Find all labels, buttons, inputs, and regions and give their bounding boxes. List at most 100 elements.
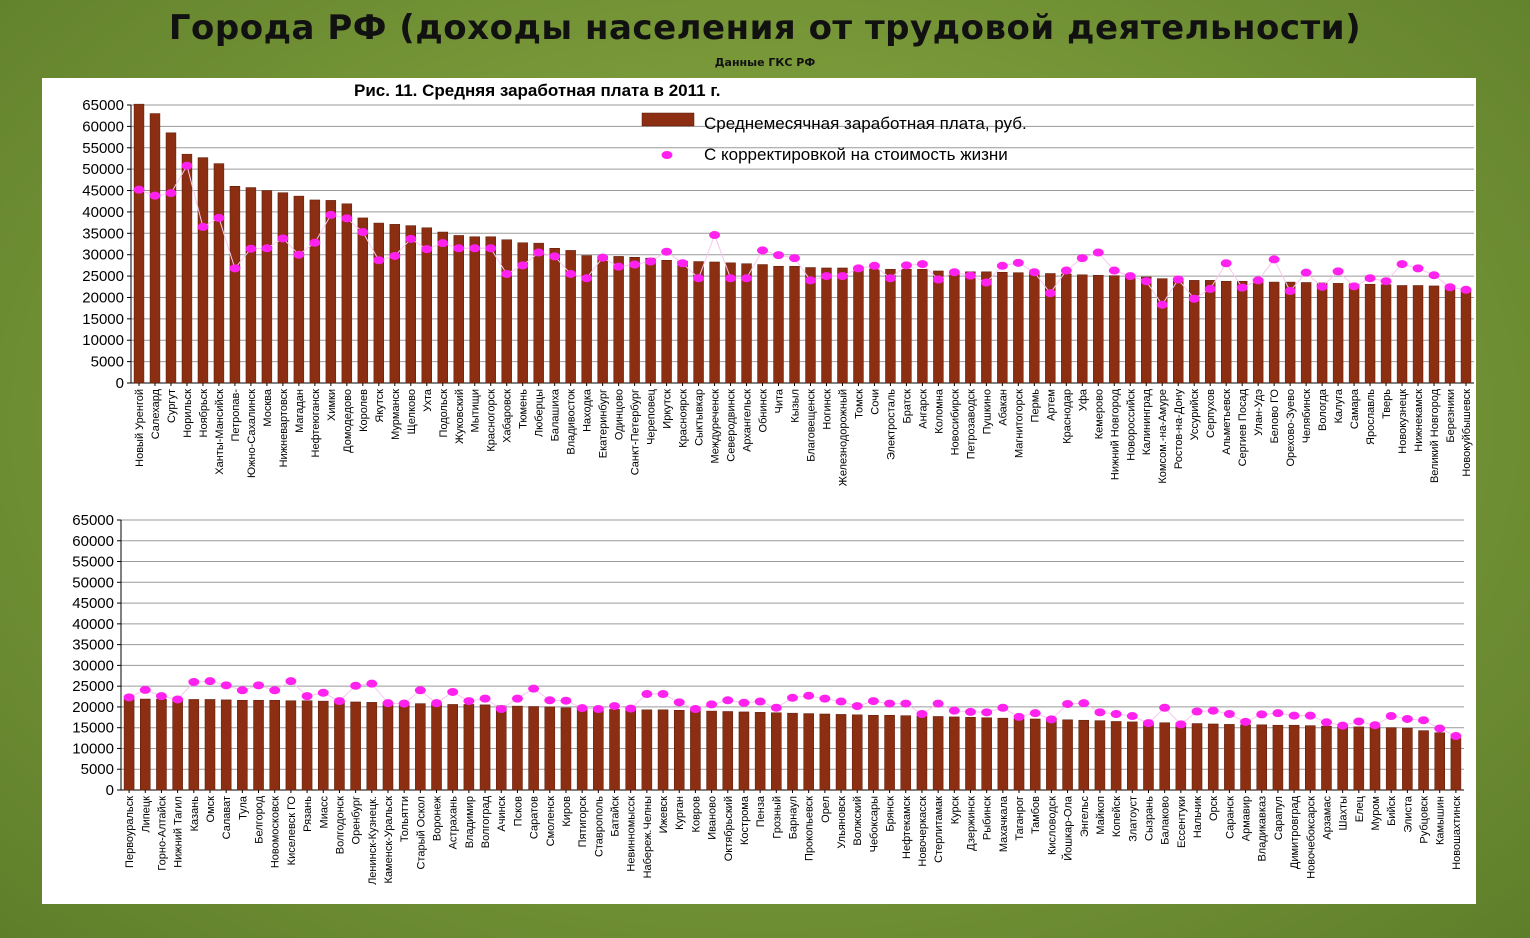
bar xyxy=(1220,280,1232,384)
bar xyxy=(900,715,912,791)
x-tick-label: Петропав- xyxy=(230,389,242,442)
legend-label: С корректировкой на стоимость жизни xyxy=(704,145,1008,164)
bar xyxy=(709,261,720,384)
x-tick-label: Кызыл xyxy=(790,389,802,423)
bar xyxy=(123,698,135,791)
x-tick-label: Электросталь xyxy=(885,389,897,460)
bar xyxy=(1240,724,1251,791)
bar xyxy=(405,225,416,384)
x-tick-label: Домодедово xyxy=(342,389,354,453)
x-tick-label: Балаково xyxy=(1160,796,1172,845)
adjusted-point xyxy=(1369,721,1381,730)
x-tick-label: Магадан xyxy=(294,389,306,433)
bar xyxy=(528,706,539,791)
x-tick-label: Новочебоксарск xyxy=(1305,796,1317,879)
adjusted-point xyxy=(197,222,209,231)
x-tick-label: Подольск xyxy=(438,389,450,438)
adjusted-point xyxy=(661,247,673,256)
y-tick-label: 55000 xyxy=(72,554,114,571)
x-tick-label: Батайск xyxy=(610,796,622,837)
x-tick-label: Нефтекамск xyxy=(901,796,913,859)
adjusted-point xyxy=(389,251,401,260)
chart-title: Рис. 11. Средняя заработная плата в 2011… xyxy=(354,81,720,100)
bar xyxy=(1256,724,1268,791)
bar xyxy=(469,236,480,384)
x-tick-label: Оренбург xyxy=(351,796,363,844)
bar xyxy=(544,706,556,791)
x-tick-label: Казань xyxy=(189,796,201,832)
x-tick-label: Пятигорск xyxy=(577,796,589,848)
adjusted-point xyxy=(469,244,481,253)
adjusted-point xyxy=(722,696,734,705)
bar xyxy=(1159,722,1170,791)
y-tick-label: 55000 xyxy=(82,140,124,157)
adjusted-point xyxy=(706,700,718,709)
adjusted-point xyxy=(1316,282,1328,291)
x-tick-label: Бийск xyxy=(1386,796,1398,826)
x-tick-label: Владивосток xyxy=(566,389,578,455)
x-tick-label: Новый Уренгой xyxy=(134,389,146,467)
bar xyxy=(1062,719,1073,791)
adjusted-point xyxy=(373,256,385,265)
x-tick-label: Пушкино xyxy=(981,389,993,434)
adjusted-point xyxy=(641,690,653,699)
adjusted-point xyxy=(1175,720,1187,729)
adjusted-point xyxy=(1223,709,1235,718)
bar xyxy=(641,709,653,791)
adjusted-series-line xyxy=(138,164,1467,306)
bar xyxy=(1046,719,1057,791)
x-tick-label: Ачинск xyxy=(496,796,508,832)
bar xyxy=(981,717,992,791)
adjusted-point xyxy=(1284,287,1296,296)
adjusted-point xyxy=(725,274,737,283)
bar xyxy=(463,704,475,791)
bar xyxy=(1364,283,1376,384)
x-tick-label: Краснодар xyxy=(1061,389,1073,444)
adjusted-point xyxy=(382,699,394,708)
bar xyxy=(512,705,523,791)
x-tick-label: Энгельс xyxy=(1079,796,1091,838)
x-tick-label: Курган xyxy=(674,796,686,830)
y-tick-label: 25000 xyxy=(82,268,124,285)
adjusted-point xyxy=(900,261,912,270)
x-tick-label: Тамбов xyxy=(1030,796,1042,834)
adjusted-point xyxy=(463,697,475,706)
bar xyxy=(835,714,847,791)
adjusted-point xyxy=(1353,717,1365,726)
bar xyxy=(1191,723,1203,791)
x-tick-label: Копейск xyxy=(1111,796,1123,837)
x-tick-label: Рязань xyxy=(302,796,314,832)
x-tick-label: Ногинск xyxy=(821,389,833,430)
bar xyxy=(188,699,200,791)
adjusted-point xyxy=(1124,272,1136,281)
x-tick-label: Прокопьевск xyxy=(804,796,816,861)
x-tick-label: Невинномысск xyxy=(626,796,638,872)
x-tick-label: Октябрьский xyxy=(723,796,735,861)
bar xyxy=(661,260,672,384)
x-tick-label: Нижний Новгород xyxy=(1109,388,1121,480)
x-tick-label: Владимир xyxy=(464,796,476,848)
bar xyxy=(1434,732,1445,791)
x-tick-label: Пенза xyxy=(755,795,767,827)
bar xyxy=(533,242,544,384)
bar xyxy=(868,714,879,791)
bar xyxy=(1127,721,1138,791)
x-tick-label: Мытищи xyxy=(470,389,482,432)
x-tick-label: Магнитогорск xyxy=(1013,389,1025,458)
x-tick-label: Нижний Тагил xyxy=(173,796,185,868)
bar xyxy=(501,239,512,384)
adjusted-point xyxy=(770,703,782,712)
x-tick-label: Киселевск ГО xyxy=(286,796,298,866)
bar xyxy=(1143,722,1154,791)
adjusted-point xyxy=(868,261,880,270)
x-tick-label: Армавир xyxy=(1241,796,1253,841)
x-tick-label: Нижневартовск xyxy=(278,389,290,468)
legend: Среднемесячная заработная плата, руб. С к… xyxy=(641,112,1027,164)
adjusted-point xyxy=(1044,289,1056,298)
bar xyxy=(1157,278,1168,384)
bar xyxy=(382,702,394,791)
bar xyxy=(1029,272,1040,384)
salary-charts: Рис. 11. Средняя заработная плата в 2011… xyxy=(72,81,1474,885)
y-tick-label: 65000 xyxy=(72,512,114,529)
adjusted-point xyxy=(398,699,410,708)
